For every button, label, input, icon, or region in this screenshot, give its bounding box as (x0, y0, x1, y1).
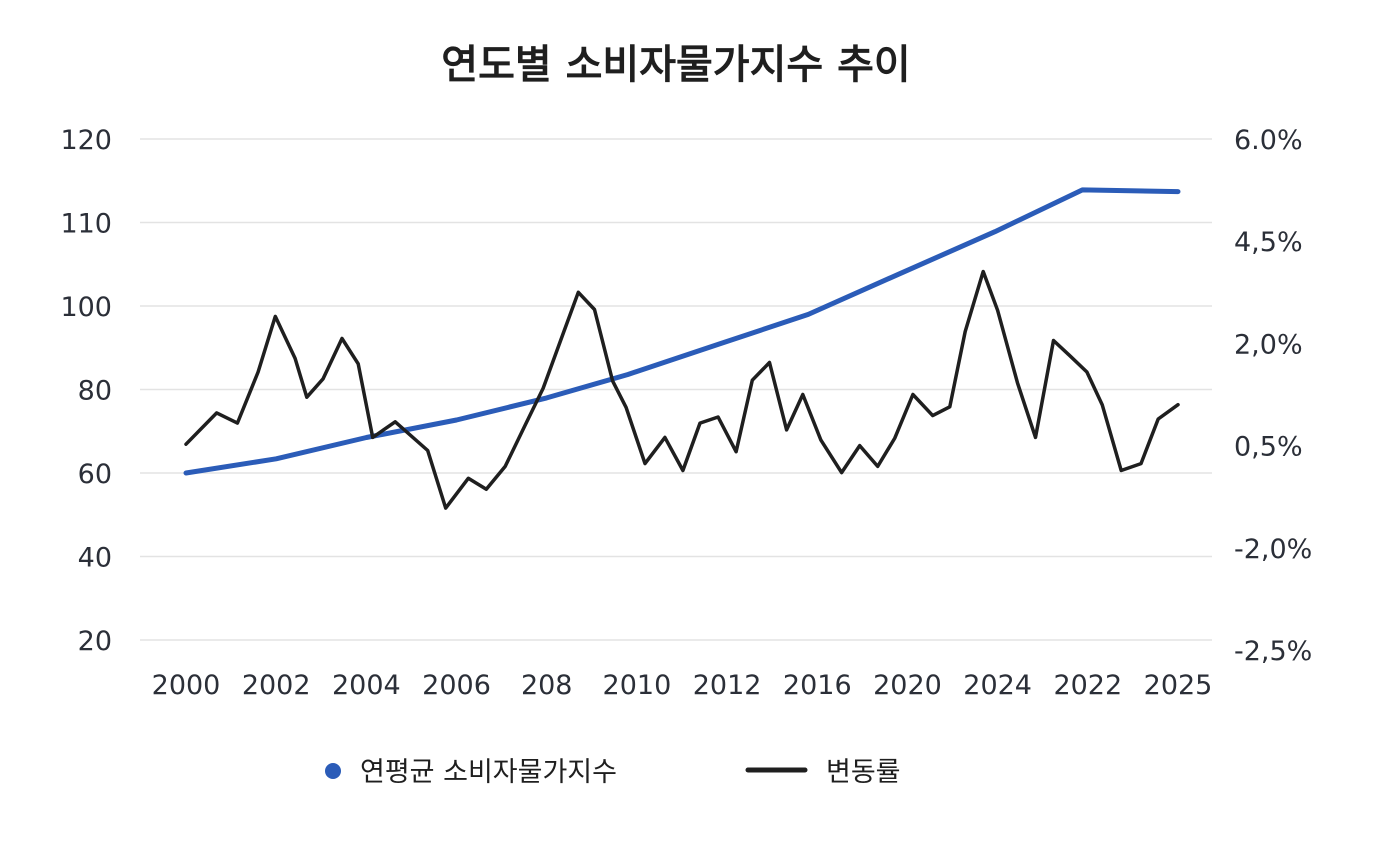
left-tick-label: 100 (60, 292, 112, 323)
left-tick-label: 80 (78, 376, 112, 407)
right-axis: 6.0% 4,5% 2,0% 0,5% -2,0% -2,5% (1234, 125, 1312, 667)
series-lines (183, 187, 1181, 510)
x-tick-label: 208 (521, 670, 573, 701)
x-axis: 2000 2002 2004 2006 208 2010 2012 2016 2020 2024 2… (152, 670, 1213, 701)
gridlines (140, 138, 1212, 641)
left-tick-label: 40 (78, 543, 112, 574)
x-tick-label: 2020 (873, 670, 942, 701)
x-tick-label: 2022 (1053, 670, 1122, 701)
right-tick-label: 0,5% (1234, 432, 1303, 463)
x-tick-label: 2012 (693, 670, 762, 701)
x-tick-label: 2016 (783, 670, 852, 701)
x-tick-label: 2025 (1144, 670, 1213, 701)
left-tick-label: 20 (78, 626, 112, 657)
x-tick-label: 2002 (242, 670, 311, 701)
series-line-rate (184, 269, 1180, 510)
legend-label-rate: 변동률 (826, 757, 901, 788)
x-tick-label: 2006 (422, 670, 491, 701)
right-tick-label: 4,5% (1234, 227, 1303, 258)
right-tick-label: 2,0% (1234, 329, 1303, 360)
chart-title: 연도별 소비자물가지수 추이 (441, 42, 910, 88)
legend: 연평균 소비자물가지수 변동률 (325, 757, 901, 788)
legend-marker-cpi (325, 763, 341, 779)
left-tick-label: 60 (78, 459, 112, 490)
legend-label-cpi: 연평균 소비자물가지수 (360, 757, 617, 788)
x-tick-label: 2004 (332, 670, 401, 701)
right-tick-label: 6.0% (1234, 125, 1303, 156)
right-tick-label: -2,5% (1234, 636, 1312, 667)
series-line-cpi (183, 187, 1181, 476)
left-axis: 120 110 100 80 60 40 20 (60, 125, 112, 657)
x-tick-label: 2000 (152, 670, 221, 701)
left-tick-label: 110 (60, 209, 112, 240)
x-tick-label: 2010 (603, 670, 672, 701)
x-tick-label: 2024 (963, 670, 1032, 701)
right-tick-label: -2,0% (1234, 534, 1312, 565)
left-tick-label: 120 (60, 125, 112, 156)
